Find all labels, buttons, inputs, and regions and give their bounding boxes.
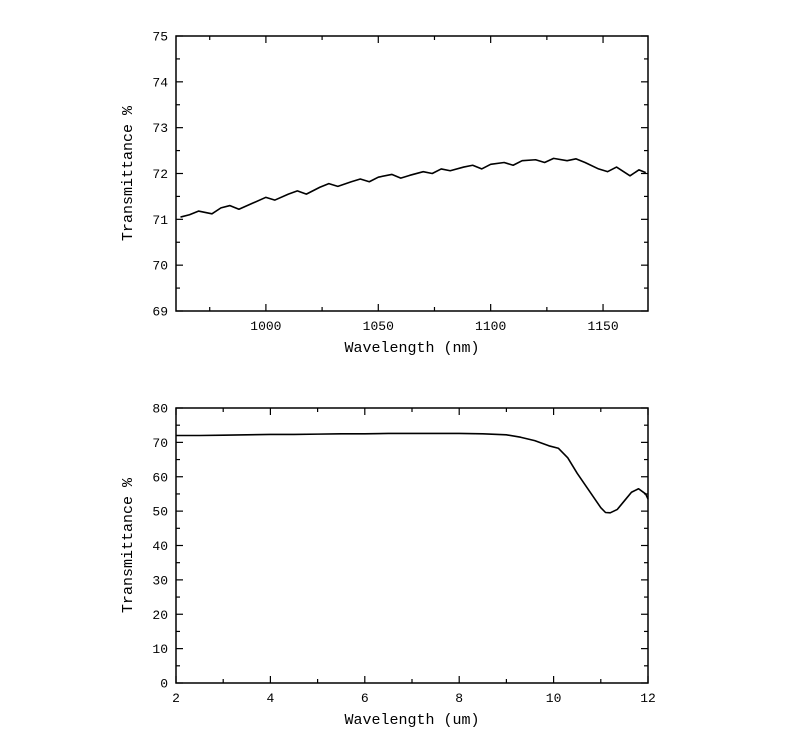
bottom-x-axis-label: Wavelength (um) (344, 712, 479, 729)
y-tick-label: 40 (152, 539, 168, 554)
y-tick-label: 0 (160, 677, 168, 692)
y-tick-label: 50 (152, 505, 168, 520)
bottom-chart-svg: 2 4 6 8 10 12 0 10 20 30 40 50 60 70 80 Wavelength (u… (0, 0, 800, 746)
figure-page: 1000105011001150 69707172737475 Waveleng… (0, 0, 800, 746)
bottom-y-ticks: 0 10 20 30 40 50 60 70 80 (152, 402, 648, 692)
x-tick-label: 6 (361, 691, 369, 706)
y-tick-label: 70 (152, 436, 168, 451)
y-tick-label: 20 (152, 608, 168, 623)
bottom-y-axis-label: Transmittance % (120, 477, 137, 613)
bottom-transmittance-line (176, 433, 648, 512)
y-tick-label: 60 (152, 470, 168, 485)
y-tick-label: 80 (152, 402, 168, 417)
x-tick-label: 2 (172, 691, 180, 706)
x-tick-label: 10 (546, 691, 562, 706)
x-tick-label: 12 (640, 691, 656, 706)
bottom-chart: 2 4 6 8 10 12 0 10 20 30 40 50 60 70 80 Wavelength (u… (0, 0, 800, 746)
y-tick-label: 10 (152, 642, 168, 657)
bottom-y-minor-ticks (176, 425, 648, 666)
x-tick-label: 4 (266, 691, 274, 706)
y-tick-label: 30 (152, 573, 168, 588)
bottom-x-ticks: 2 4 6 8 10 12 (172, 408, 656, 706)
bottom-x-minor-ticks (223, 408, 601, 683)
bottom-plot-frame (176, 408, 648, 683)
x-tick-label: 8 (455, 691, 463, 706)
